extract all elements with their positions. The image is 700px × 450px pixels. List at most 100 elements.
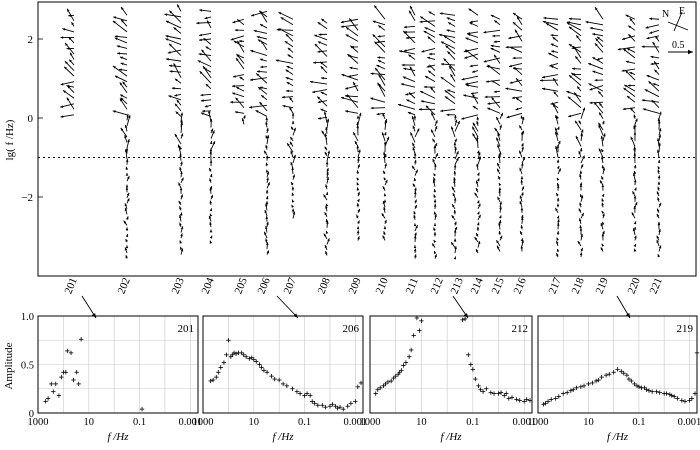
induction-arrow-head bbox=[413, 245, 417, 249]
induction-arrow-head bbox=[69, 59, 72, 63]
induction-arrow-head bbox=[520, 231, 523, 235]
induction-arrow-head bbox=[209, 235, 213, 239]
data-point bbox=[403, 360, 409, 365]
induction-arrow-head bbox=[122, 81, 126, 85]
induction-arrow-head bbox=[476, 249, 479, 253]
induction-arrow-head bbox=[406, 99, 410, 102]
data-point bbox=[460, 317, 465, 323]
induction-arrow-head bbox=[292, 174, 295, 178]
induction-arrow bbox=[278, 28, 294, 37]
induction-arrow-head bbox=[209, 141, 213, 145]
induction-arrow-head bbox=[556, 248, 560, 252]
induction-arrow-head bbox=[325, 192, 329, 196]
induction-arrow-head bbox=[550, 33, 554, 37]
induction-arrow-head bbox=[659, 111, 662, 115]
induction-arrow-head bbox=[582, 155, 585, 159]
data-point bbox=[545, 399, 551, 404]
induction-arrow-head bbox=[656, 235, 660, 239]
induction-arrow-head bbox=[420, 16, 424, 20]
induction-arrow-head bbox=[602, 167, 606, 171]
data-point bbox=[568, 388, 574, 393]
data-point bbox=[624, 372, 630, 378]
induction-arrow-head bbox=[658, 245, 662, 249]
induction-arrow-head bbox=[550, 43, 554, 47]
induction-arrow-head bbox=[654, 69, 658, 73]
data-point bbox=[619, 369, 624, 374]
data-point bbox=[667, 392, 672, 397]
induction-arrow-head bbox=[384, 163, 387, 167]
induction-arrow-head bbox=[412, 125, 416, 129]
induction-arrow-head bbox=[443, 58, 447, 62]
induction-arrow-head bbox=[519, 201, 523, 205]
induction-arrow-head bbox=[209, 148, 213, 152]
compass-rose: N E 0.5 bbox=[662, 6, 693, 55]
induction-arrow-head bbox=[432, 138, 436, 142]
induction-arrow-head bbox=[657, 166, 661, 170]
induction-arrow-head bbox=[414, 204, 417, 208]
induction-arrow-head bbox=[601, 156, 604, 160]
induction-arrow-head bbox=[601, 194, 605, 198]
data-point bbox=[233, 351, 239, 357]
induction-arrow-head bbox=[176, 99, 180, 103]
induction-arrow-head bbox=[209, 186, 213, 190]
induction-arrow-head bbox=[553, 77, 556, 81]
x-tick-label: 1000 bbox=[28, 417, 49, 428]
induction-arrow-head bbox=[472, 106, 476, 109]
induction-arrow-head bbox=[179, 153, 182, 157]
induction-arrow-head bbox=[433, 239, 437, 243]
induction-arrow-head bbox=[326, 220, 329, 224]
induction-arrow-head bbox=[128, 115, 131, 119]
induction-arrow-head bbox=[487, 102, 491, 105]
induction-arrow-head bbox=[446, 29, 450, 32]
x-tick-label: 10 bbox=[249, 417, 260, 428]
induction-arrow-head bbox=[120, 97, 124, 101]
induction-arrow-head bbox=[377, 60, 381, 63]
induction-arrow-head bbox=[383, 141, 387, 145]
induction-arrow-head bbox=[325, 251, 328, 255]
induction-arrow-head bbox=[324, 245, 328, 249]
induction-arrow-head bbox=[209, 187, 212, 191]
induction-arrow-head bbox=[645, 26, 649, 29]
induction-arrow-head bbox=[291, 186, 295, 190]
induction-arrow-head bbox=[265, 216, 269, 219]
induction-arrow-head bbox=[199, 9, 203, 12]
induction-arrow-head bbox=[578, 120, 582, 124]
induction-arrow-head bbox=[601, 210, 605, 214]
induction-arrow-head bbox=[414, 232, 417, 236]
induction-arrow-head bbox=[413, 152, 417, 156]
station-label: 208 bbox=[316, 276, 333, 296]
induction-arrow-head bbox=[326, 203, 329, 207]
data-point bbox=[611, 370, 616, 375]
induction-arrow-head bbox=[512, 56, 516, 60]
induction-arrow-head bbox=[125, 238, 128, 242]
induction-arrow-head bbox=[505, 45, 509, 49]
induction-arrow-head bbox=[232, 75, 236, 78]
induction-arrow-head bbox=[433, 203, 437, 207]
induction-arrow-head bbox=[469, 22, 473, 25]
induction-arrow-head bbox=[260, 65, 264, 69]
induction-arrow-head bbox=[209, 160, 213, 163]
data-point bbox=[491, 391, 497, 396]
data-point bbox=[383, 381, 388, 387]
induction-arrow-head bbox=[179, 240, 183, 244]
induction-arrow-head bbox=[542, 87, 546, 91]
data-point bbox=[251, 357, 256, 362]
data-point bbox=[254, 359, 259, 364]
induction-arrow-head bbox=[320, 91, 324, 95]
data-point bbox=[78, 337, 84, 342]
induction-arrow-head bbox=[126, 113, 129, 117]
data-point bbox=[327, 404, 333, 409]
induction-arrow-head bbox=[291, 120, 295, 124]
induction-arrow-head bbox=[66, 97, 70, 101]
induction-arrow-head bbox=[119, 56, 123, 60]
induction-arrow-head bbox=[120, 127, 124, 131]
induction-arrow-head bbox=[657, 120, 661, 124]
induction-arrow-head bbox=[658, 142, 661, 146]
induction-arrow-head bbox=[556, 253, 559, 257]
induction-arrow-head bbox=[383, 199, 387, 203]
induction-arrow-head bbox=[200, 99, 204, 102]
data-point bbox=[284, 383, 290, 389]
induction-arrow-head bbox=[385, 179, 388, 183]
induction-arrow-head bbox=[521, 186, 525, 190]
induction-arrow-head bbox=[120, 62, 124, 66]
